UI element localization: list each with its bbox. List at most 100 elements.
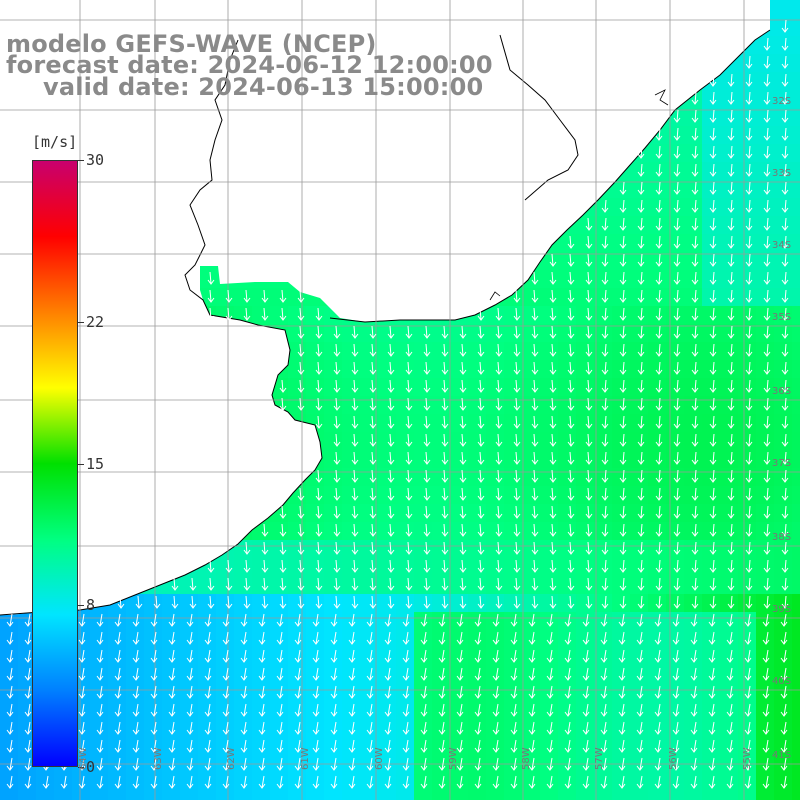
- wind-speed-cell: [162, 630, 181, 649]
- wind-speed-cell: [702, 540, 721, 559]
- wind-speed-cell: [792, 18, 800, 37]
- wind-arrow: [546, 631, 554, 645]
- wind-arrow: [294, 649, 302, 663]
- wind-speed-cell: [630, 576, 649, 595]
- wind-arrow: [366, 703, 374, 717]
- wind-arrow: [441, 487, 449, 501]
- wind-speed-cell: [414, 612, 433, 631]
- wind-speed-cell: [126, 648, 145, 667]
- wind-speed-cell: [522, 612, 541, 631]
- wind-speed-cell: [576, 666, 595, 685]
- wind-arrow: [96, 667, 104, 681]
- latitude-label: 41S: [772, 750, 792, 761]
- wind-arrow: [745, 73, 753, 87]
- wind-arrow: [294, 631, 302, 645]
- wind-speed-cell: [270, 306, 289, 325]
- wind-speed-cell: [126, 684, 145, 703]
- wind-arrow: [727, 109, 735, 123]
- wind-arrow: [459, 469, 467, 483]
- wind-arrow: [348, 775, 356, 789]
- wind-speed-cell: [378, 702, 397, 721]
- wind-speed-cell: [450, 432, 469, 451]
- wind-speed-cell: [702, 414, 721, 433]
- wind-speed-cell: [522, 342, 541, 361]
- wind-arrow: [348, 667, 356, 681]
- wind-arrow: [333, 523, 341, 537]
- wind-speed-cell: [594, 288, 613, 307]
- wind-arrow: [655, 271, 663, 285]
- wind-arrow: [297, 307, 305, 321]
- wind-speed-cell: [720, 702, 739, 721]
- wind-arrow: [637, 397, 645, 411]
- wind-speed-cell: [396, 378, 415, 397]
- wind-speed-cell: [594, 648, 613, 667]
- wind-speed-cell: [468, 414, 487, 433]
- wind-arrow: [333, 397, 341, 411]
- latitude-label: 34S: [772, 240, 792, 251]
- wind-speed-cell: [342, 684, 361, 703]
- wind-speed-cell: [288, 684, 307, 703]
- wind-arrow: [780, 613, 788, 627]
- wind-arrow: [654, 631, 662, 645]
- wind-speed-cell: [594, 360, 613, 379]
- wind-speed-cell: [738, 576, 757, 595]
- wind-speed-cell: [792, 162, 800, 181]
- wind-arrow: [405, 433, 413, 447]
- wind-arrow: [441, 451, 449, 465]
- wind-speed-cell: [180, 738, 199, 757]
- wind-speed-cell: [774, 414, 793, 433]
- wind-arrow: [297, 577, 305, 591]
- wind-speed-cell: [234, 594, 253, 613]
- wind-arrow: [549, 415, 557, 429]
- wind-speed-cell: [648, 720, 667, 739]
- wind-speed-cell: [396, 414, 415, 433]
- wind-speed-cell: [342, 594, 361, 613]
- wind-speed-cell: [414, 738, 433, 757]
- wind-arrow: [546, 649, 554, 663]
- wind-arrow: [294, 685, 302, 699]
- wind-speed-cell: [540, 756, 559, 775]
- wind-arrow: [690, 685, 698, 699]
- wind-speed-cell: [594, 324, 613, 343]
- wind-arrow: [369, 415, 377, 429]
- wind-arrow: [601, 199, 609, 213]
- wind-speed-cell: [378, 360, 397, 379]
- wind-speed-cell: [666, 126, 685, 145]
- wind-speed-cell: [594, 414, 613, 433]
- wind-arrow: [781, 325, 789, 339]
- wind-arrow: [477, 379, 485, 393]
- wind-arrow: [315, 487, 323, 501]
- wind-speed-cell: [612, 378, 631, 397]
- wind-speed-cell: [792, 0, 800, 19]
- wind-speed-cell: [216, 288, 235, 307]
- wind-speed-cell: [414, 324, 433, 343]
- wind-arrow: [745, 595, 753, 609]
- wind-arrow: [727, 559, 735, 573]
- wind-arrow: [549, 541, 557, 555]
- wind-speed-cell: [162, 648, 181, 667]
- wind-speed-cell: [774, 54, 793, 73]
- wind-speed-cell: [108, 774, 127, 793]
- wind-speed-cell: [522, 378, 541, 397]
- wind-speed-cell: [720, 666, 739, 685]
- wind-speed-cell: [414, 630, 433, 649]
- wind-arrow: [405, 505, 413, 519]
- wind-speed-cell: [684, 684, 703, 703]
- wind-speed-cell: [378, 630, 397, 649]
- wind-speed-cell: [738, 234, 757, 253]
- wind-speed-cell: [756, 270, 775, 289]
- wind-arrow: [423, 415, 431, 429]
- wind-speed-cell: [720, 558, 739, 577]
- wind-arrow: [690, 703, 698, 717]
- wind-speed-cell: [612, 540, 631, 559]
- wind-speed-cell: [468, 432, 487, 451]
- wind-arrow: [114, 685, 122, 699]
- wind-speed-cell: [414, 378, 433, 397]
- wind-arrow: [456, 613, 464, 627]
- wind-speed-cell: [306, 504, 325, 523]
- wind-arrow: [6, 721, 14, 735]
- wind-arrow: [366, 757, 374, 771]
- wind-speed-cell: [306, 324, 325, 343]
- wind-arrow: [528, 649, 536, 663]
- wind-arrow: [636, 649, 644, 663]
